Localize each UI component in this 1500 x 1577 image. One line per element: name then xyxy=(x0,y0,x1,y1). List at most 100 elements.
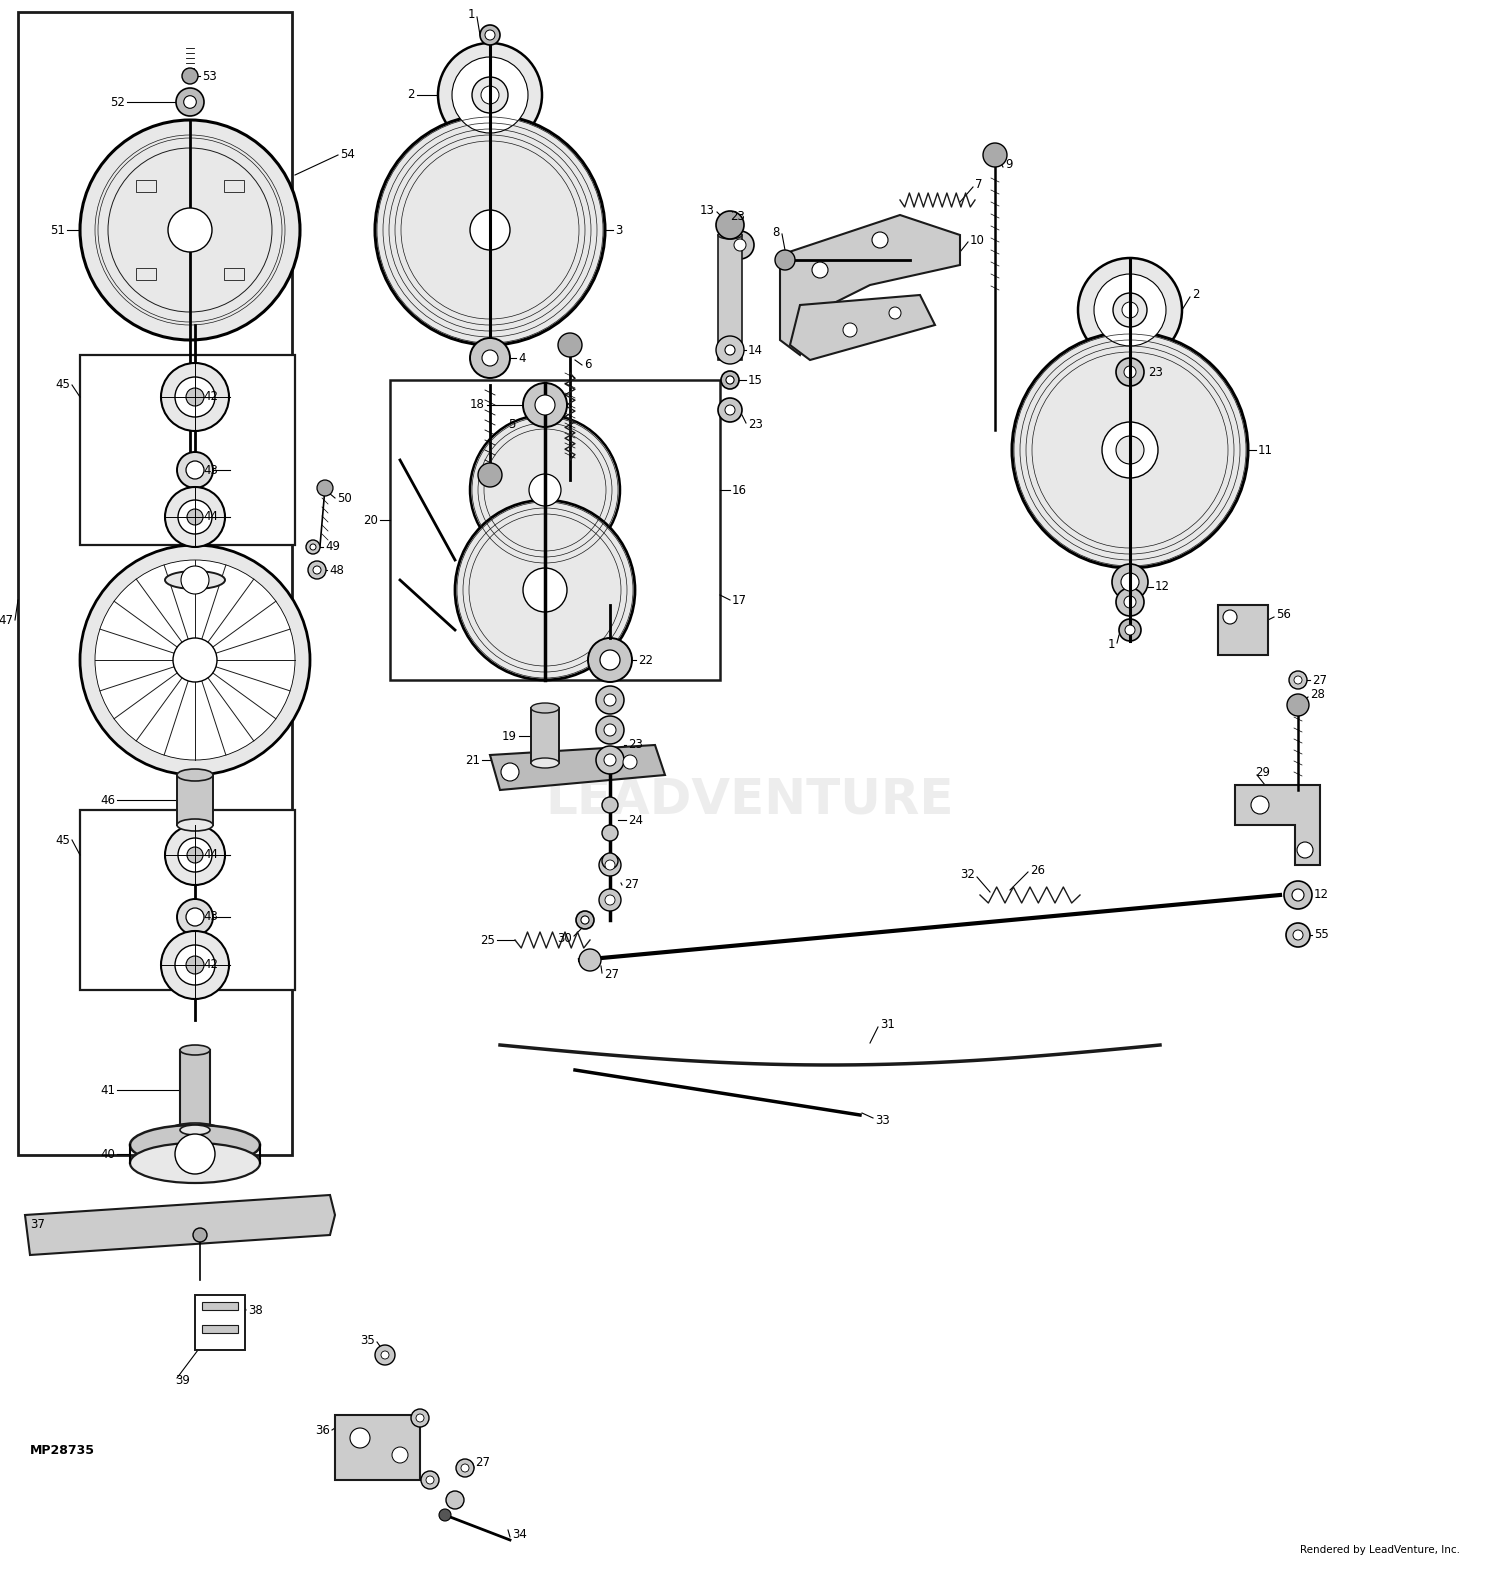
Circle shape xyxy=(306,539,320,554)
Text: 25: 25 xyxy=(480,934,495,946)
Circle shape xyxy=(1094,274,1166,345)
Text: 23: 23 xyxy=(748,418,764,432)
Circle shape xyxy=(176,1134,214,1173)
Circle shape xyxy=(524,383,567,427)
Bar xyxy=(224,180,245,192)
Circle shape xyxy=(172,639,217,681)
Circle shape xyxy=(722,371,740,390)
Circle shape xyxy=(1293,930,1304,940)
Text: 2: 2 xyxy=(408,88,416,101)
Circle shape xyxy=(596,686,624,714)
Circle shape xyxy=(438,43,542,147)
Circle shape xyxy=(160,930,230,998)
Circle shape xyxy=(165,825,225,885)
Circle shape xyxy=(80,546,310,774)
Circle shape xyxy=(1102,423,1158,478)
Circle shape xyxy=(602,825,618,841)
Text: 44: 44 xyxy=(202,848,217,861)
Circle shape xyxy=(1286,923,1310,948)
Circle shape xyxy=(576,912,594,929)
Circle shape xyxy=(392,1448,408,1463)
Circle shape xyxy=(470,210,510,251)
Text: 11: 11 xyxy=(1258,443,1274,456)
Circle shape xyxy=(480,25,500,46)
Circle shape xyxy=(183,96,196,109)
Text: 40: 40 xyxy=(100,1148,116,1161)
Text: MP28735: MP28735 xyxy=(30,1443,94,1457)
Text: 21: 21 xyxy=(465,754,480,766)
Circle shape xyxy=(776,251,795,270)
Circle shape xyxy=(602,796,618,814)
Bar xyxy=(334,1415,420,1479)
Bar xyxy=(1218,606,1267,654)
Circle shape xyxy=(422,1471,440,1489)
Text: 12: 12 xyxy=(1314,888,1329,902)
Text: 22: 22 xyxy=(638,653,652,667)
Text: 42: 42 xyxy=(202,391,217,404)
Circle shape xyxy=(596,746,624,774)
Circle shape xyxy=(1119,620,1142,640)
Circle shape xyxy=(600,650,619,670)
Text: 41: 41 xyxy=(100,1083,116,1096)
Text: 19: 19 xyxy=(503,730,518,743)
Circle shape xyxy=(1120,572,1138,591)
Circle shape xyxy=(460,1463,470,1471)
Circle shape xyxy=(843,323,856,337)
Text: 36: 36 xyxy=(315,1424,330,1437)
Text: 1: 1 xyxy=(468,8,476,22)
Text: 23: 23 xyxy=(628,738,644,752)
Text: 45: 45 xyxy=(56,378,70,391)
Text: 45: 45 xyxy=(56,834,70,847)
Polygon shape xyxy=(780,214,960,355)
Circle shape xyxy=(1112,565,1148,599)
Ellipse shape xyxy=(531,759,560,768)
Text: 52: 52 xyxy=(110,96,125,109)
Text: 18: 18 xyxy=(470,399,484,412)
Ellipse shape xyxy=(718,230,742,240)
Circle shape xyxy=(168,208,211,252)
Circle shape xyxy=(454,500,634,680)
Circle shape xyxy=(177,899,213,935)
Text: 1: 1 xyxy=(1107,639,1114,651)
Bar xyxy=(80,811,296,990)
Circle shape xyxy=(375,1345,394,1366)
Circle shape xyxy=(602,853,618,869)
Bar xyxy=(195,1295,244,1350)
Circle shape xyxy=(1294,677,1302,684)
Circle shape xyxy=(188,509,202,525)
Circle shape xyxy=(812,262,828,278)
Circle shape xyxy=(310,544,316,550)
Text: 12: 12 xyxy=(1155,580,1170,593)
Circle shape xyxy=(536,394,555,415)
Circle shape xyxy=(186,908,204,926)
Text: 27: 27 xyxy=(476,1456,490,1468)
Text: 31: 31 xyxy=(880,1019,896,1031)
Circle shape xyxy=(188,847,202,863)
Circle shape xyxy=(478,464,502,487)
Circle shape xyxy=(596,716,624,744)
Text: 46: 46 xyxy=(100,793,116,806)
Circle shape xyxy=(1292,889,1304,900)
Text: 10: 10 xyxy=(970,233,986,246)
Circle shape xyxy=(314,566,321,574)
Text: 24: 24 xyxy=(628,814,644,826)
Ellipse shape xyxy=(130,1124,260,1165)
Text: 4: 4 xyxy=(518,352,525,364)
Circle shape xyxy=(308,561,326,579)
Text: 44: 44 xyxy=(202,511,217,524)
Bar xyxy=(136,268,156,279)
Text: 27: 27 xyxy=(624,878,639,891)
Circle shape xyxy=(604,896,615,905)
Text: 27: 27 xyxy=(1312,673,1328,686)
Text: 6: 6 xyxy=(584,358,591,372)
Circle shape xyxy=(1125,624,1136,636)
Ellipse shape xyxy=(177,818,213,831)
Circle shape xyxy=(186,460,204,479)
Text: 5: 5 xyxy=(509,418,516,432)
Circle shape xyxy=(604,859,615,871)
Circle shape xyxy=(426,1476,433,1484)
Circle shape xyxy=(470,415,620,565)
Text: 50: 50 xyxy=(338,492,351,505)
Text: 3: 3 xyxy=(615,224,622,237)
Circle shape xyxy=(182,566,209,595)
